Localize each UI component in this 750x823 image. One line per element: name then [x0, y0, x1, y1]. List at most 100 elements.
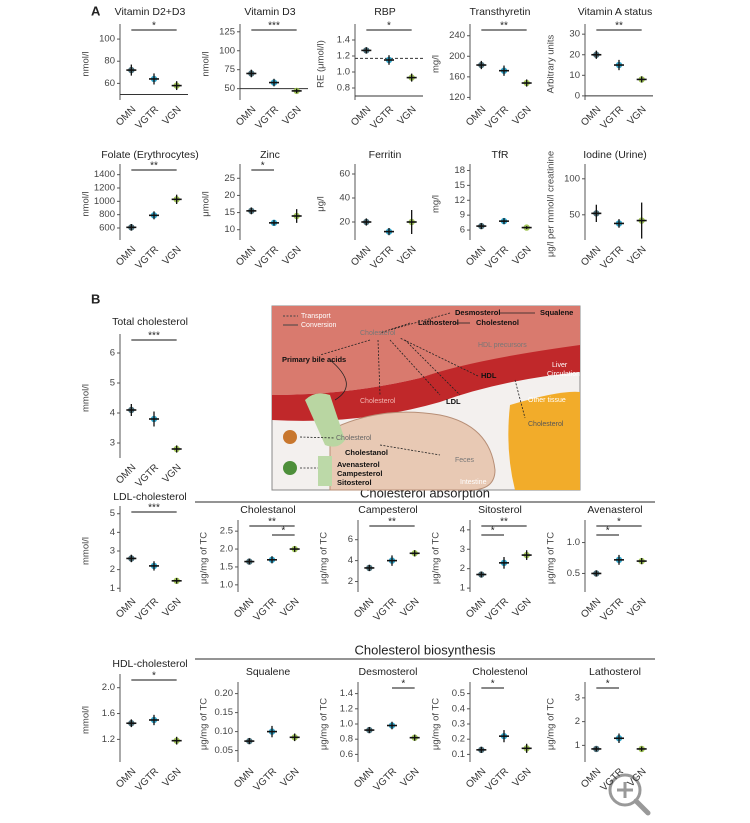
y-tick-label: 4 [460, 524, 465, 535]
x-tick-label: VGTR [484, 104, 511, 131]
y-tick-label: 1.6 [102, 708, 115, 719]
y-tick-label: 2 [348, 576, 353, 587]
panel-title: HDL-cholesterol [112, 658, 187, 670]
y-tick-label: 120 [449, 92, 465, 103]
x-tick-label: VGN [161, 462, 184, 485]
diagram-label: Feces [455, 457, 475, 464]
y-tick-label: 1.0 [340, 719, 353, 730]
y-tick-label: 3 [110, 546, 115, 557]
panel-title: Vitamin D3 [244, 6, 295, 18]
y-tick-label: 3 [110, 438, 115, 449]
x-tick-label: VGN [279, 596, 302, 619]
diagram-label: Cholestanol [345, 448, 388, 457]
y-tick-label: 0 [575, 90, 580, 101]
x-tick-label: VGN [161, 244, 184, 267]
x-tick-label: VGN [511, 596, 534, 619]
y-tick-label: 6 [110, 348, 115, 359]
x-tick-label: VGN [511, 244, 534, 267]
panel: Folate (Erythrocytes) nmol/l 600 800 1000 120… [81, 149, 199, 272]
y-tick-label: 800 [99, 209, 115, 220]
y-tick-label: 40 [339, 193, 350, 204]
x-tick-label: VGN [511, 104, 534, 127]
x-tick-label: VGTR [369, 244, 396, 271]
y-tick-label: 10 [224, 224, 235, 235]
y-axis-label: μg/mg of TC [431, 698, 442, 750]
panel-title: Lathosterol [589, 666, 641, 678]
y-axis-label: Arbitrary units [546, 34, 557, 93]
x-tick-label: VGTR [599, 104, 626, 131]
y-tick-label: 9 [460, 210, 465, 221]
significance-label: *** [148, 331, 160, 342]
y-tick-label: 200 [449, 51, 465, 62]
x-tick-label: VGN [626, 104, 649, 127]
diagram-label: LDL [446, 397, 461, 406]
significance-label: ** [150, 161, 158, 172]
diagram-label: Circulation [547, 371, 580, 378]
diagram-arrows [299, 312, 526, 469]
diagram-label: Desmosterol [455, 308, 500, 317]
panel-title: Folate (Erythrocytes) [101, 149, 198, 161]
panel-title: Zinc [260, 149, 280, 161]
y-tick-label: 600 [99, 223, 115, 234]
x-tick-label: VGTR [134, 596, 161, 623]
y-axis-label: μg/mg of TC [199, 698, 210, 750]
y-tick-label: 0.20 [215, 688, 234, 699]
other-tissue [508, 391, 580, 490]
y-tick-label: 0.3 [452, 719, 465, 730]
significance-label: * [606, 526, 610, 537]
significance-label: ** [615, 21, 623, 32]
diagram-label: HDL precursors [478, 342, 527, 349]
panel-title: Vitamin A status [578, 6, 653, 18]
x-tick-label: VGTR [134, 244, 161, 271]
y-tick-label: 0.5 [567, 568, 580, 579]
y-tick-label: 2.5 [220, 526, 233, 537]
y-tick-label: 60 [339, 169, 350, 180]
y-tick-label: 0.6 [340, 749, 353, 760]
diagram-label: Intestine [460, 479, 487, 486]
diagram: Transport Conversion Desmosterol Squalen… [271, 305, 581, 491]
y-tick-label: 5 [110, 378, 115, 389]
plant-icon [283, 461, 297, 475]
y-tick-label: 1 [460, 583, 465, 594]
panel-title: Vitamin D2+D3 [115, 6, 186, 18]
panel-title: Transthyretin [470, 6, 531, 18]
x-tick-label: VGN [626, 244, 649, 267]
x-tick-label: VGTR [252, 766, 279, 793]
diagram-label: Cholesterol [360, 330, 396, 337]
y-tick-label: 15 [224, 207, 235, 218]
meat-icon [283, 430, 297, 444]
diagram-label: Squalene [540, 308, 573, 317]
y-tick-label: 1 [575, 740, 580, 751]
panel: Iodine (Urine) μg/l per mmol/l creatinine… [546, 149, 649, 272]
x-tick-label: VGN [399, 596, 422, 619]
section-title: Cholesterol biosynthesis [355, 642, 496, 657]
y-axis-label: μmol/l [201, 191, 212, 217]
y-tick-label: 18 [454, 165, 465, 176]
y-axis-label: μg/mg of TC [546, 698, 557, 750]
panel-letter: A [91, 3, 101, 18]
zoom-icon[interactable] [608, 773, 651, 816]
y-tick-label: 60 [104, 78, 115, 89]
y-tick-label: 4 [110, 527, 115, 538]
y-tick-label: 1.0 [567, 537, 580, 548]
x-tick-label: VGTR [599, 244, 626, 271]
x-tick-label: VGN [511, 766, 534, 789]
y-tick-label: 6 [348, 534, 353, 545]
panel-title: Cholestanol [240, 504, 295, 516]
x-tick-label: VGTR [484, 766, 511, 793]
significance-label: * [261, 161, 265, 172]
y-tick-label: 4 [110, 408, 115, 419]
x-tick-label: VGN [161, 766, 184, 789]
y-tick-label: 0.5 [452, 688, 465, 699]
